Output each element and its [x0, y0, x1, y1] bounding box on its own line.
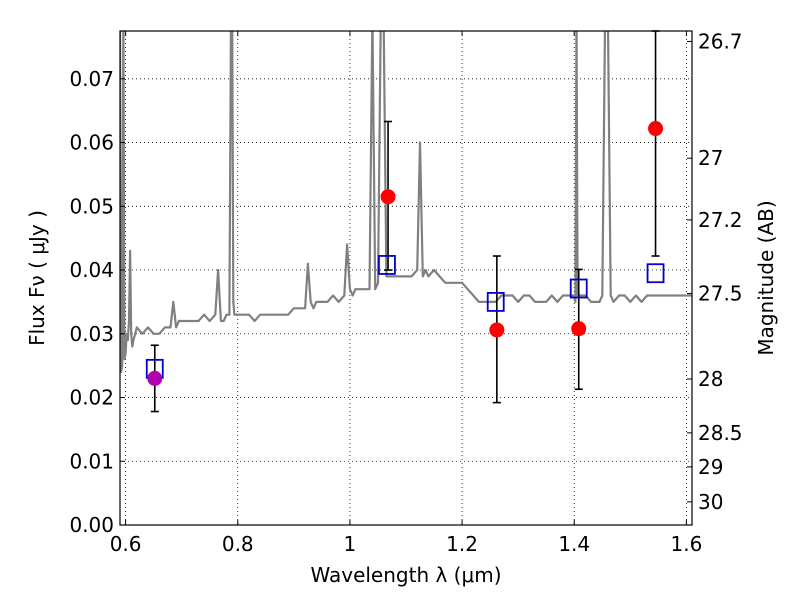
grid-group: [120, 31, 692, 526]
mag-tick-label: 27: [698, 146, 723, 170]
observed-flux-point: [489, 322, 505, 338]
spectrum-group: [120, 31, 692, 374]
x-tick-label: 0.8: [222, 532, 254, 556]
y-tick-label: 0.04: [69, 258, 114, 282]
observed-points-group: [147, 121, 664, 386]
model-photometry-square: [486, 292, 505, 312]
observed-flux-point: [380, 189, 396, 205]
observed-flux-point: [648, 121, 664, 137]
x-tick-label: 1.4: [558, 532, 590, 556]
mag-tick-label: 27.5: [698, 282, 743, 306]
observed-flux-point: [147, 370, 163, 386]
model-photometry-square: [646, 263, 665, 284]
y-tick-label: 0.05: [69, 194, 114, 218]
y-tick-label: 0.06: [69, 131, 114, 155]
y-tick-label: 0.00: [69, 513, 114, 537]
model-photometry-square: [378, 255, 396, 275]
mag-tick-label: 30: [698, 490, 723, 514]
model-photometry-square: [569, 278, 588, 299]
y-tick-label: 0.07: [69, 67, 114, 91]
y-axis-title: Flux Fν ( μJy ): [25, 210, 49, 346]
model-points-group: [145, 255, 665, 379]
x-tick-label: 1: [344, 532, 357, 556]
x-axis-title: Wavelength λ (μm): [310, 563, 501, 587]
errorbar-group: [150, 30, 660, 413]
y-tick-label: 0.01: [69, 449, 114, 473]
x-tick-label: 1.2: [446, 532, 478, 556]
mag-tick-label: 27.2: [698, 208, 743, 232]
observed-flux-point: [571, 321, 587, 337]
tick-labels-group: 0.6 0.8 1 1.2 1.4 1.6 0.00 0.01 0.02 0.03 0.04 0.05…: [69, 29, 742, 556]
mag-tick-label: 26.7: [698, 29, 743, 53]
axis-ticks-group: [120, 31, 692, 526]
x-tick-label: 0.6: [110, 532, 142, 556]
x-tick-label: 1.6: [670, 532, 702, 556]
model-spectrum-line: [120, 31, 692, 374]
mag-tick-label: 28: [698, 367, 723, 391]
right-axis-title: Magnitude (AB): [754, 200, 778, 355]
y-tick-label: 0.03: [69, 322, 114, 346]
mag-tick-label: 28.5: [698, 421, 743, 445]
y-tick-label: 0.02: [69, 386, 114, 410]
plot-frame: [119, 30, 693, 526]
mag-tick-label: 29: [698, 455, 723, 479]
